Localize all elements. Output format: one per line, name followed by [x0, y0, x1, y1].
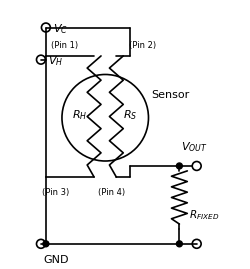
Text: (Pin 2): (Pin 2): [129, 41, 156, 50]
Text: Sensor: Sensor: [152, 90, 190, 101]
Circle shape: [43, 241, 49, 247]
Text: (Pin 3): (Pin 3): [42, 188, 70, 197]
Circle shape: [176, 163, 182, 169]
Circle shape: [176, 241, 182, 247]
Text: $V_{OUT}$: $V_{OUT}$: [180, 140, 207, 154]
Text: $R_{FIXED}$: $R_{FIXED}$: [189, 208, 220, 222]
Text: (Pin 4): (Pin 4): [98, 188, 125, 197]
Text: $V_C$: $V_C$: [53, 22, 68, 36]
Text: (Pin 1): (Pin 1): [51, 41, 78, 50]
Text: $V_H$: $V_H$: [48, 54, 64, 68]
Text: $R_S$: $R_S$: [123, 108, 137, 122]
Text: $R_H$: $R_H$: [72, 108, 87, 122]
Text: GND: GND: [44, 255, 69, 265]
